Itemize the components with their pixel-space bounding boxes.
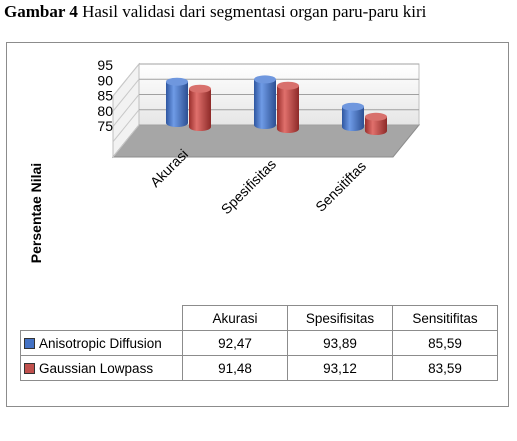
table-header-cell: Sensitifitas bbox=[392, 305, 498, 331]
y-tick-label: 85 bbox=[97, 88, 113, 104]
table-cell: 92,47 bbox=[182, 330, 288, 356]
bar-top bbox=[166, 77, 188, 86]
bar bbox=[166, 77, 188, 127]
table-cell: 83,59 bbox=[392, 355, 498, 381]
bar bbox=[365, 112, 387, 135]
figure-caption: Gambar 4 Hasil validasi dari segmentasi … bbox=[4, 2, 516, 22]
series-label: Gaussian Lowpass bbox=[39, 360, 154, 376]
table-row: Anisotropic Diffusion 92,47 93,89 85,59 bbox=[20, 330, 498, 356]
legend-entry: Anisotropic Diffusion bbox=[20, 330, 183, 356]
table-cell: 93,89 bbox=[287, 330, 393, 356]
legend-entry: Gaussian Lowpass bbox=[20, 355, 183, 381]
bars bbox=[166, 75, 387, 135]
bar bbox=[342, 102, 364, 131]
legend-swatch bbox=[24, 337, 35, 349]
chart-frame: 95 90 85 80 75 Akurasi Spesifisitas Sensitifta… bbox=[6, 42, 509, 407]
table-cell: 85,59 bbox=[392, 330, 498, 356]
bar-body bbox=[254, 79, 276, 129]
bar-top bbox=[277, 81, 299, 90]
y-axis-label: Persentae Nilai bbox=[28, 163, 44, 263]
y-tick-label: 90 bbox=[97, 72, 113, 88]
figure-title: Hasil validasi dari segmentasi organ par… bbox=[82, 2, 427, 21]
gridline-side bbox=[112, 94, 140, 127]
y-tick-label: 95 bbox=[97, 57, 113, 73]
gridline-side bbox=[112, 109, 140, 143]
table-cell: 93,12 bbox=[287, 355, 393, 381]
gridline-side bbox=[112, 63, 140, 97]
table-header-cell: Akurasi bbox=[182, 305, 288, 331]
bar-body bbox=[342, 106, 364, 131]
bar bbox=[277, 81, 299, 133]
table-header-cell: Spesifisitas bbox=[287, 305, 393, 331]
bar-top bbox=[342, 102, 364, 111]
table-cell: 91,48 bbox=[182, 355, 288, 381]
bar-top bbox=[189, 84, 211, 93]
data-table: Akurasi Spesifisitas Sensitifitas Anisot… bbox=[20, 305, 498, 441]
category-label: Sensitiftas bbox=[312, 158, 369, 215]
bar bbox=[254, 75, 276, 129]
bar bbox=[189, 84, 211, 131]
y-tick-label: 75 bbox=[97, 118, 113, 134]
bar-body bbox=[365, 116, 387, 135]
bar-body bbox=[189, 88, 211, 131]
gridline-side bbox=[112, 78, 140, 112]
legend-swatch bbox=[24, 362, 35, 374]
table-header-row: Akurasi Spesifisitas Sensitifitas bbox=[21, 305, 498, 331]
table-row: Gaussian Lowpass 91,48 93,12 83,59 bbox=[20, 355, 498, 381]
series-label: Anisotropic Diffusion bbox=[39, 335, 162, 351]
bar-top bbox=[365, 112, 387, 121]
bar-top bbox=[254, 75, 276, 84]
category-label: Spesifisitas bbox=[218, 156, 279, 217]
figure-label: Gambar 4 bbox=[4, 2, 78, 21]
table-spacer-row bbox=[21, 381, 498, 441]
bar-body bbox=[166, 81, 188, 127]
y-tick-label: 80 bbox=[97, 103, 113, 119]
gridline-side bbox=[112, 124, 140, 158]
bar-body bbox=[277, 85, 299, 133]
